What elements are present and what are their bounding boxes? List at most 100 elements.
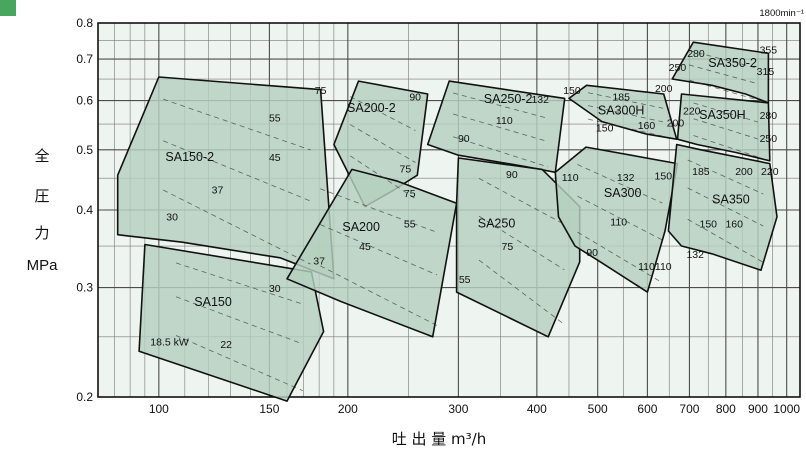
power-label: 132 [617,172,635,184]
efficiency-curve [453,113,549,142]
power-label: 18.5 kW [150,337,189,349]
y-tick-label: 0.4 [76,203,93,217]
power-label: 110 [655,261,672,273]
power-label: 150 [596,123,614,135]
region-sa300 [554,146,679,293]
efficiency-curve [175,296,303,345]
power-label: 160 [725,218,743,230]
power-label: 90 [586,247,598,259]
power-label: 315 [757,66,775,78]
efficiency-curve [349,124,416,163]
x-tick-label: 400 [527,402,547,416]
power-label: 30 [269,283,281,295]
power-label: 22 [220,339,232,351]
power-label: 200 [735,166,753,178]
model-label-sa300: SA300 [604,186,642,200]
efficiency-curve [349,96,416,131]
power-label: 220 [683,105,701,117]
model-label-sa350h: SA350H [699,108,746,122]
x-tick-label: 900 [748,402,768,416]
x-tick-label: 600 [637,402,657,416]
power-label: 200 [655,83,673,95]
model-label-sa350-2: SA350-2 [708,56,757,70]
y-tick-label: 0.6 [76,94,93,108]
model-label-sa300h: SA300H [598,103,645,117]
efficiency-curve [175,262,303,305]
y-tick-label: 0.3 [76,281,93,295]
power-label: 75 [404,188,416,200]
power-label: 280 [760,110,778,122]
power-label: 30 [166,211,178,223]
model-label-sa150: SA150 [194,295,232,309]
efficiency-curve [349,155,416,200]
power-label: 200 [667,118,685,130]
power-label: 75 [315,85,327,97]
region-sa150 [138,243,325,402]
corner-tab [0,0,16,16]
power-label: 132 [686,249,704,261]
power-label: 150 [563,85,581,97]
power-label: 160 [638,120,656,132]
power-label: 220 [761,166,779,178]
x-axis-label: 吐 出 量 m³/h [392,430,487,448]
efficiency-curve [319,265,438,326]
x-tick-label: 700 [679,402,699,416]
power-label: 110 [638,261,655,273]
efficiency-curve [163,98,311,151]
y-tick-label: 0.2 [76,390,93,404]
x-tick-label: 300 [448,402,468,416]
y-axis-label-4: MPa [26,257,58,274]
power-label: 45 [269,152,281,164]
efficiency-curve [453,92,549,119]
power-label: 150 [699,218,717,230]
x-tick-label: 150 [259,402,279,416]
power-label: 37 [212,185,224,197]
efficiency-curve [693,118,758,140]
power-label: 55 [404,218,416,230]
efficiency-curve [688,50,757,69]
power-label: 90 [409,92,421,104]
efficiency-curve [687,159,764,195]
power-label: 110 [496,115,513,127]
x-tick-label: 500 [588,402,608,416]
y-axis-label-3: 力 [34,225,50,242]
model-label-sa250: SA250 [478,216,516,230]
efficiency-curve [588,92,664,109]
region-sa350h [676,93,771,162]
plot-frame [97,22,801,398]
x-tick-label: 800 [716,402,736,416]
model-label-sa200: SA200 [342,220,380,234]
efficiency-curve [688,79,757,100]
power-label: 250 [669,62,687,74]
efficiency-curve [577,195,663,241]
efficiency-curve [693,135,758,158]
efficiency-curve [320,188,438,233]
efficiency-curve [577,164,663,204]
power-label: 90 [458,133,470,145]
x-tick-label: 100 [149,402,169,416]
power-label: 280 [687,48,705,60]
power-label: 110 [562,172,579,184]
efficiency-curve [588,105,664,123]
power-label: 110 [610,216,627,228]
power-label: 185 [612,92,630,104]
efficiency-curve [478,215,565,271]
efficiency-curve [162,189,311,265]
y-axis-label-1: 全 [34,148,50,165]
power-label: 185 [692,166,710,178]
power-label: 37 [313,255,325,267]
power-label: 55 [459,274,471,286]
region-sa350 [667,143,778,272]
efficiency-curve [588,118,664,137]
efficiency-curve [320,224,438,276]
power-label: 75 [400,163,412,175]
efficiency-curve [687,218,764,263]
model-label-sa200-2: SA200-2 [347,101,396,115]
x-tick-label: 200 [338,402,358,416]
y-tick-label: 0.7 [76,52,93,66]
efficiency-curve [688,64,757,84]
power-label: 75 [502,241,514,253]
power-label: 250 [760,133,778,145]
efficiency-curve [577,231,663,284]
